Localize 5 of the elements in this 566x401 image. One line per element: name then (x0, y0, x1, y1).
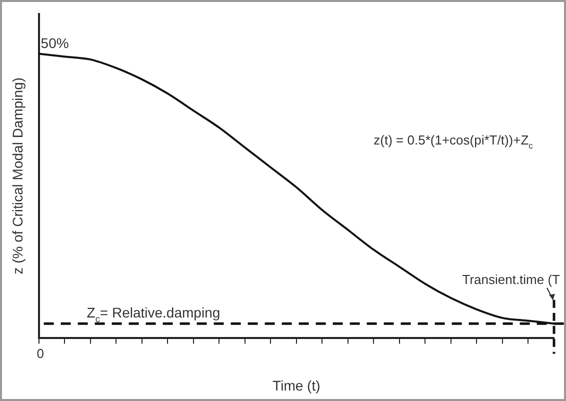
x-axis-title: Time (t) (272, 377, 320, 394)
annotation: 50% (40, 34, 69, 51)
text: 0 (36, 346, 44, 361)
y-axis-title: z (% of Critical Modal Damping) (9, 77, 26, 274)
annotation: Transient.time (T (462, 272, 560, 287)
